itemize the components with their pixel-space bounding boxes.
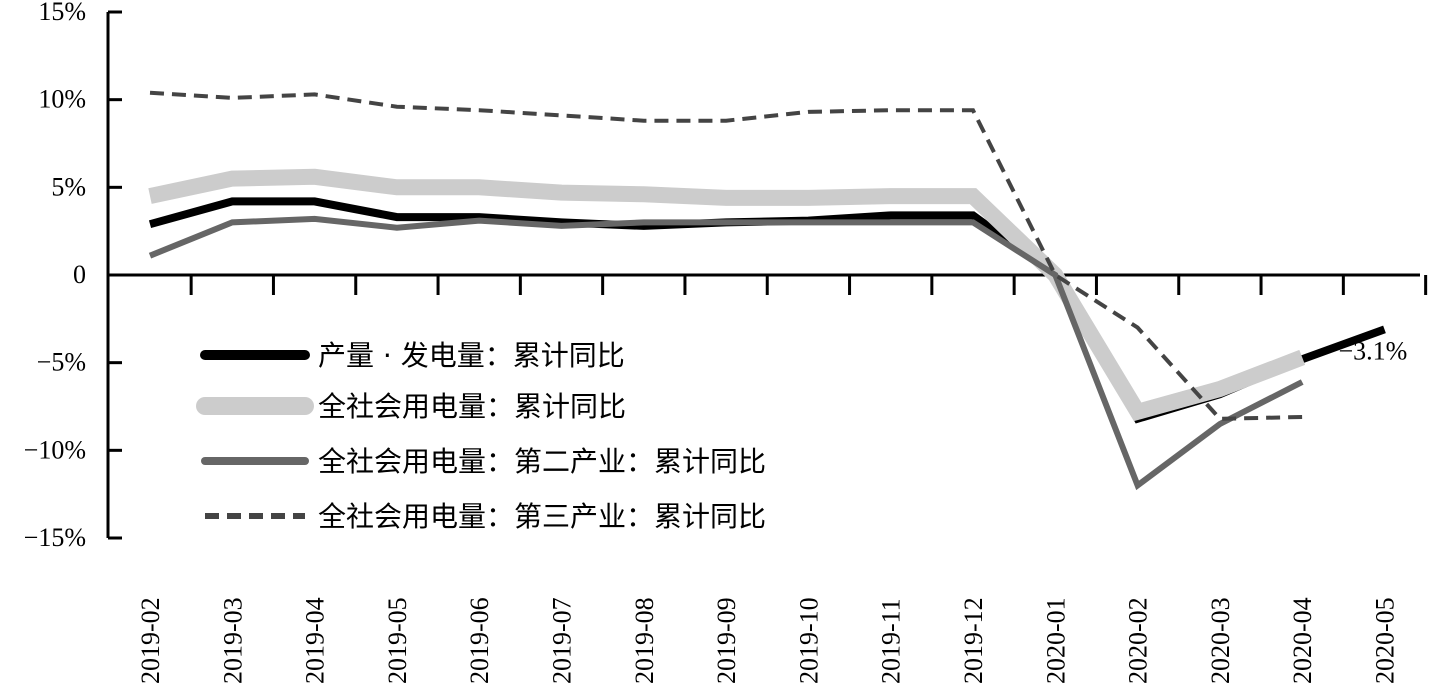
x-tick-label: 2019-07 (548, 597, 577, 684)
chart-axes: 15% 10% 5% 0 −5% −10% −15% 2019-02 2019-03 2019-0… (24, 0, 1428, 684)
y-tick-label: 15% (38, 0, 86, 26)
legend-label-2: 全社会用电量：累计同比 (318, 390, 626, 423)
data-label-annotation: −3.1% (1339, 336, 1408, 365)
x-tick-label: 2020-05 (1371, 597, 1400, 684)
y-tick-label: 10% (38, 85, 86, 114)
x-tick-label: 2019-12 (959, 597, 988, 684)
series-line-2 (148, 168, 1306, 422)
x-tick-label: 2020-01 (1041, 597, 1070, 684)
series-line-3 (148, 215, 1304, 491)
x-tick-label: 2019-04 (301, 597, 330, 684)
chart-series (148, 90, 1386, 491)
legend-label-4: 全社会用电量：第三产业：累计同比 (318, 500, 766, 533)
y-tick-label: −15% (24, 523, 86, 552)
legend-label-1: 产量 · 发电量：累计同比 (318, 339, 625, 372)
y-tick-label: 0 (73, 260, 86, 289)
chart-legend: 产量 · 发电量：累计同比全社会用电量：累计同比全社会用电量：第二产业：累计同比… (196, 339, 766, 533)
x-tick-label: 2019-11 (877, 598, 906, 684)
legend-label-3: 全社会用电量：第二产业：累计同比 (318, 445, 766, 478)
y-tick-label: −10% (24, 435, 86, 464)
x-tick-label: 2019-03 (218, 597, 247, 684)
x-tick-label: 2020-03 (1206, 597, 1235, 684)
x-tick-label: 2019-05 (383, 597, 412, 684)
series-line-4 (149, 90, 1303, 421)
x-tick-label: 2019-09 (712, 597, 741, 684)
x-tick-label: 2019-02 (136, 597, 165, 684)
series-line-1 (148, 197, 1386, 424)
y-tick-label: 5% (51, 172, 86, 201)
x-tick-label: 2019-08 (630, 597, 659, 684)
x-tick-label: 2019-10 (794, 597, 823, 684)
x-tick-label: 2019-06 (465, 597, 494, 684)
y-tick-label: −5% (37, 348, 86, 377)
x-tick-label: 2020-02 (1124, 597, 1153, 684)
chart-annotations: −3.1% (1339, 336, 1408, 365)
x-tick-label: 2020-04 (1288, 597, 1317, 684)
